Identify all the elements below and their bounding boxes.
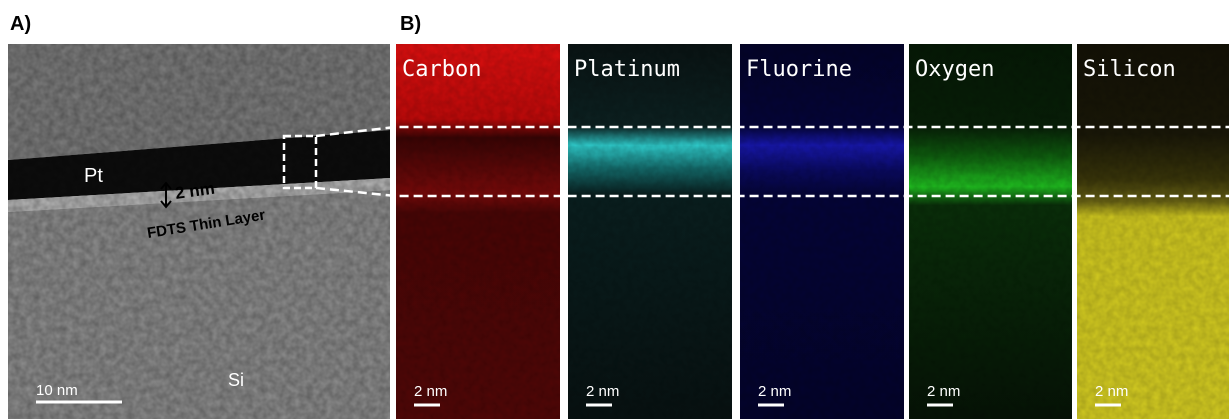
map-noise: [396, 44, 560, 419]
map-noise: [909, 44, 1072, 419]
annotation: Si: [228, 370, 244, 390]
panel-label: A): [10, 13, 31, 35]
scale-bar-label: 2 nm: [758, 383, 791, 400]
scale-bar-label: 2 nm: [1095, 383, 1128, 400]
map-noise: [1077, 44, 1229, 419]
map-noise: [568, 44, 732, 419]
element-map: Carbon 2 nm: [396, 44, 560, 419]
element-map: Platinum 2 nm: [568, 44, 732, 419]
tem-image: Pt 2 nm FDTS Thin Layer Si 10 nm: [8, 44, 390, 419]
map-title: Fluorine: [746, 57, 852, 82]
map-title: Silicon: [1083, 57, 1176, 82]
scale-bar-label: 2 nm: [414, 383, 447, 400]
map-title: Carbon: [402, 57, 481, 82]
scale-bar-label: 2 nm: [927, 383, 960, 400]
element-map: Fluorine 2 nm: [740, 44, 904, 419]
map-noise: [740, 44, 904, 419]
annotation: Pt: [84, 165, 103, 187]
element-map: Silicon 2 nm: [1077, 44, 1229, 419]
map-title: Oxygen: [915, 57, 994, 82]
scale-bar-label: 10 nm: [36, 382, 78, 399]
map-title: Platinum: [574, 57, 680, 82]
element-map: Oxygen 2 nm: [909, 44, 1072, 419]
guides: [315, 125, 1229, 198]
scale-bar-label: 2 nm: [586, 383, 619, 400]
panel-label: B): [400, 13, 421, 35]
